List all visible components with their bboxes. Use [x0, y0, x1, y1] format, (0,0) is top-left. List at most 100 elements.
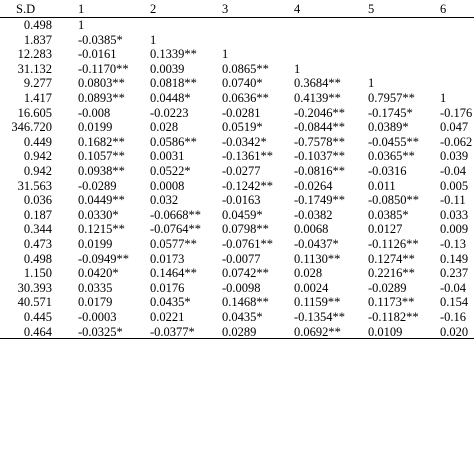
row-6-col-4: 0.4139**: [294, 91, 341, 105]
row-22-col-1: -0.0325*: [78, 325, 123, 339]
row-16-col-4: -0.0437*: [294, 237, 339, 251]
row-4-col-4: 1: [294, 62, 301, 76]
row-22-col-5: 0.0109: [368, 325, 403, 339]
row-20-col-1: 0.0179: [78, 295, 113, 309]
row-9-col-5: -0.0455**: [368, 135, 420, 149]
row-19-col-6: -0.04: [440, 281, 467, 295]
row-9-col-3: -0.0342*: [222, 135, 267, 149]
header-col-4: 4: [294, 2, 301, 16]
row-19-sd: 30.393: [17, 281, 52, 295]
row-13-col-4: -0.1749**: [294, 193, 346, 207]
row-17-col-6: 0.149: [440, 252, 469, 266]
row-7-col-4: -0.2046**: [294, 106, 346, 120]
row-5-col-5: 1: [368, 76, 375, 90]
row-16-col-1: 0.0199: [78, 237, 113, 251]
row-20-sd: 40.571: [17, 295, 52, 309]
row-2-sd: 1.837: [23, 33, 52, 47]
row-19-col-4: 0.0024: [294, 281, 329, 295]
row-3-sd: 12.283: [17, 47, 52, 61]
row-9-sd: 0.449: [23, 135, 52, 149]
row-6-col-3: 0.0636**: [222, 91, 269, 105]
row-10-col-4: -0.1037**: [294, 149, 346, 163]
row-18-col-6: 0.237: [440, 266, 469, 280]
row-1-col-1: 1: [78, 18, 85, 32]
row-14-col-5: 0.0385*: [368, 208, 409, 222]
row-21-col-2: 0.0221: [150, 310, 185, 324]
row-21-col-1: -0.0003: [78, 310, 117, 324]
row-17-col-3: -0.0077: [222, 252, 261, 266]
row-4-col-3: 0.0865**: [222, 62, 269, 76]
row-1-sd: 0.498: [23, 18, 52, 32]
row-5-col-4: 0.3684**: [294, 76, 341, 90]
row-10-col-3: -0.1361**: [222, 149, 274, 163]
row-10-col-2: 0.0031: [150, 149, 185, 163]
row-21-col-5: -0.1182**: [368, 310, 419, 324]
row-22-col-2: -0.0377*: [150, 325, 195, 339]
row-14-sd: 0.187: [23, 208, 52, 222]
row-17-col-2: 0.0173: [150, 252, 185, 266]
header-rule: [0, 17, 474, 18]
row-5-col-1: 0.0803**: [78, 76, 125, 90]
row-6-col-1: 0.0893**: [78, 91, 125, 105]
row-16-col-3: -0.0761**: [222, 237, 274, 251]
row-10-col-5: 0.0365**: [368, 149, 415, 163]
row-14-col-4: -0.0382: [294, 208, 333, 222]
bottom-rule: [0, 338, 474, 339]
row-21-col-3: 0.0435*: [222, 310, 263, 324]
row-5-col-3: 0.0740*: [222, 76, 263, 90]
row-15-col-6: 0.009: [440, 222, 469, 236]
row-12-col-4: -0.0264: [294, 179, 333, 193]
row-17-sd: 0.498: [23, 252, 52, 266]
row-19-col-3: -0.0098: [222, 281, 261, 295]
row-3-col-3: 1: [222, 47, 229, 61]
row-9-col-6: -0.062: [440, 135, 473, 149]
row-10-col-6: 0.039: [440, 149, 469, 163]
row-8-col-3: 0.0519*: [222, 120, 263, 134]
row-11-col-3: -0.0277: [222, 164, 261, 178]
row-11-col-6: -0.04: [440, 164, 467, 178]
row-14-col-3: 0.0459*: [222, 208, 263, 222]
header-col-5: 5: [368, 2, 375, 16]
row-20-col-6: 0.154: [440, 295, 469, 309]
row-22-col-6: 0.020: [440, 325, 469, 339]
row-12-col-2: 0.0008: [150, 179, 185, 193]
row-11-col-1: 0.0938**: [78, 164, 125, 178]
row-12-sd: 31.563: [17, 179, 52, 193]
row-8-col-2: 0.028: [150, 120, 179, 134]
row-4-sd: 31.132: [17, 62, 52, 76]
header-col-3: 3: [222, 2, 229, 16]
row-7-col-3: -0.0281: [222, 106, 261, 120]
row-3-col-2: 0.1339**: [150, 47, 197, 61]
row-8-sd: 346.720: [11, 120, 52, 134]
row-7-col-2: -0.0223: [150, 106, 189, 120]
row-8-col-4: -0.0844**: [294, 120, 346, 134]
row-20-col-4: 0.1159**: [294, 295, 341, 309]
row-15-col-4: 0.0068: [294, 222, 329, 236]
row-19-col-2: 0.0176: [150, 281, 185, 295]
row-5-col-2: 0.0818**: [150, 76, 197, 90]
row-17-col-5: 0.1274**: [368, 252, 415, 266]
row-14-col-2: -0.0668**: [150, 208, 202, 222]
row-15-sd: 0.344: [23, 222, 52, 236]
header-col-1: 1: [78, 2, 85, 16]
row-18-sd: 1.150: [23, 266, 52, 280]
row-19-col-5: -0.0289: [368, 281, 407, 295]
row-17-col-1: -0.0949**: [78, 252, 130, 266]
row-4-col-1: -0.1170**: [78, 62, 129, 76]
row-21-col-4: -0.1354**: [294, 310, 346, 324]
header-col-6: 6: [440, 2, 447, 16]
row-11-col-2: 0.0522*: [150, 164, 191, 178]
row-7-sd: 16.605: [17, 106, 52, 120]
row-7-col-5: -0.1745*: [368, 106, 413, 120]
row-8-col-1: 0.0199: [78, 120, 113, 134]
row-12-col-6: 0.005: [440, 179, 469, 193]
row-6-col-6: 1: [440, 91, 447, 105]
row-8-col-5: 0.0389*: [368, 120, 409, 134]
row-16-sd: 0.473: [23, 237, 52, 251]
row-7-col-1: -0.008: [78, 106, 111, 120]
row-18-col-1: 0.0420*: [78, 266, 119, 280]
row-21-sd: 0.445: [23, 310, 52, 324]
row-20-col-2: 0.0435*: [150, 295, 191, 309]
row-13-col-6: -0.11: [440, 193, 466, 207]
